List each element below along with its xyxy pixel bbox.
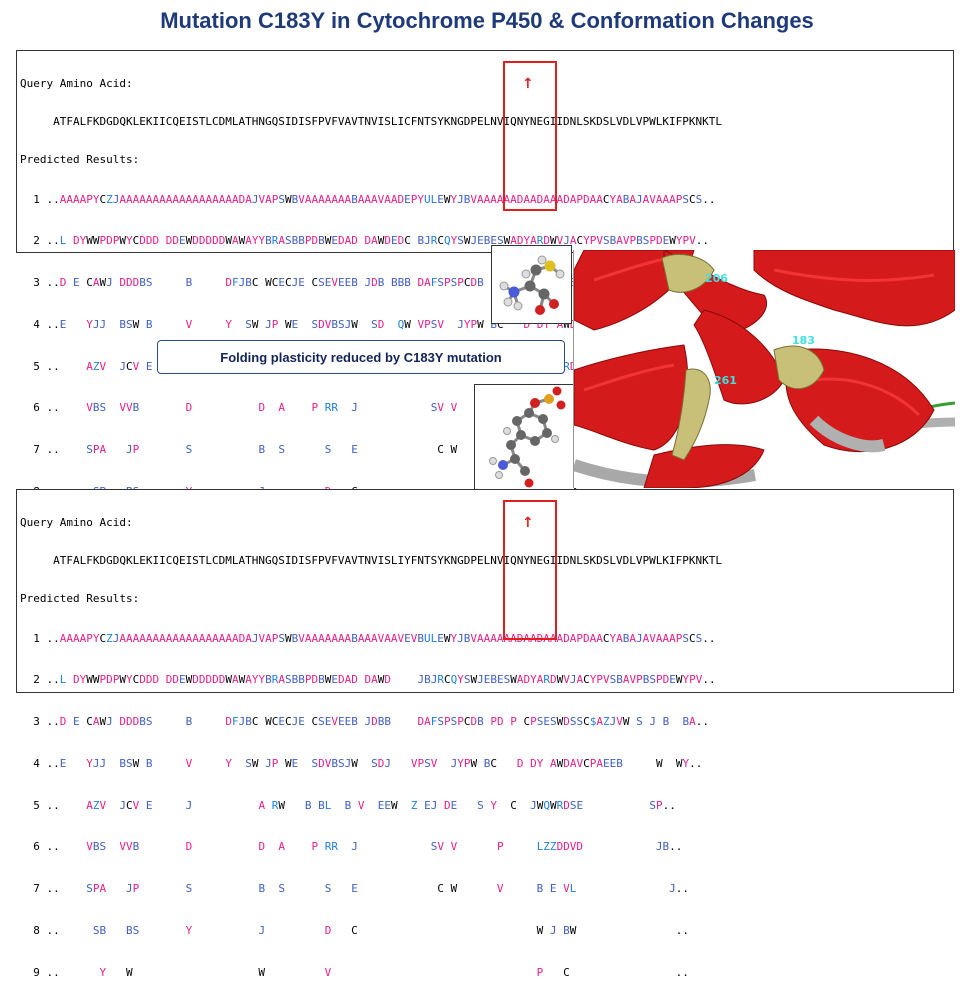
wildtype-prediction-panel: Query Amino Acid: ATFALFKDGDQKLEKIICQEIS… — [16, 50, 954, 540]
cysteine-molecule-image — [491, 245, 572, 324]
mutant-prediction-panel: Query Amino Acid: ATFALFKDGDQKLEKIICQEIS… — [16, 489, 954, 979]
result-row: 9 .. Y W W V P C .. — [20, 965, 689, 979]
result-row: 7 .. SPA JP S B S S E C W V B E VL J.. — [20, 882, 689, 896]
predicted-label: Predicted Results: — [20, 152, 140, 166]
predicted-label: Predicted Results: — [20, 591, 140, 605]
mutation-highlight-box — [503, 500, 557, 640]
tyrosine-molecule-image — [474, 384, 575, 490]
result-row: 3 ..D E CAWJ DDDBS B DFJBC WCECJE CSEVEE… — [20, 715, 709, 729]
result-row: 8 .. SB BS Y J D C W J BW .. — [20, 924, 689, 937]
protein-ribbon-icon: 206 183 261 — [574, 250, 955, 488]
result-row: 2 ..L DYWWPDPWYCDDD DDEWDDDDDWAWAYYBRASB… — [20, 673, 716, 687]
callout-box: Folding plasticity reduced by C183Y muta… — [157, 340, 565, 374]
query-sequence: ATFALFKDGDQKLEKIICQEISTLCDMLATHNGQSIDISF… — [20, 553, 722, 567]
query-label: Query Amino Acid: — [20, 77, 133, 91]
residue-label-261: 261 — [714, 374, 737, 387]
up-arrow-icon: ↑ — [522, 515, 534, 531]
mutation-highlight-box — [503, 61, 557, 211]
result-row: 5 .. AZV JCV E J A RW B BL B V EEW Z EJ … — [20, 798, 676, 812]
page-title: Mutation C183Y in Cytochrome P450 & Conf… — [160, 8, 814, 33]
cysteine-ball-stick-icon — [499, 255, 565, 315]
residue-label-206: 206 — [705, 272, 728, 285]
query-label: Query Amino Acid: — [20, 516, 133, 530]
tyrosine-ball-stick-icon — [489, 386, 566, 488]
mutant-prediction-text: Query Amino Acid: ATFALFKDGDQKLEKIICQEIS… — [20, 492, 722, 1007]
result-row: 1 ..AAAAPYCZJAAAAAAAAAAAAAAAAAADAJVAPSWB… — [20, 631, 716, 645]
result-row: 2 ..L DYWWPDPWYCDDD DDEWDDDDDWAWAYYBRASB… — [20, 234, 709, 248]
result-row: 6 .. VBS VVB D D A P RR J SV V P LZZDDVD… — [20, 840, 683, 854]
query-sequence: ATFALFKDGDQKLEKIICQEISTLCDMLATHNGQSIDISF… — [20, 114, 722, 128]
protein-structure-view: 206 183 261 — [573, 250, 955, 488]
residue-label-183: 183 — [792, 334, 815, 347]
result-row: 1 ..AAAAPYCZJAAAAAAAAAAAAAAAAAADAJVAPSWB… — [20, 192, 716, 206]
result-row: 4 ..E YJJ BSW B V Y SW JP WE SDVBSJW SDJ… — [20, 756, 703, 770]
up-arrow-icon: ↑ — [522, 76, 534, 92]
